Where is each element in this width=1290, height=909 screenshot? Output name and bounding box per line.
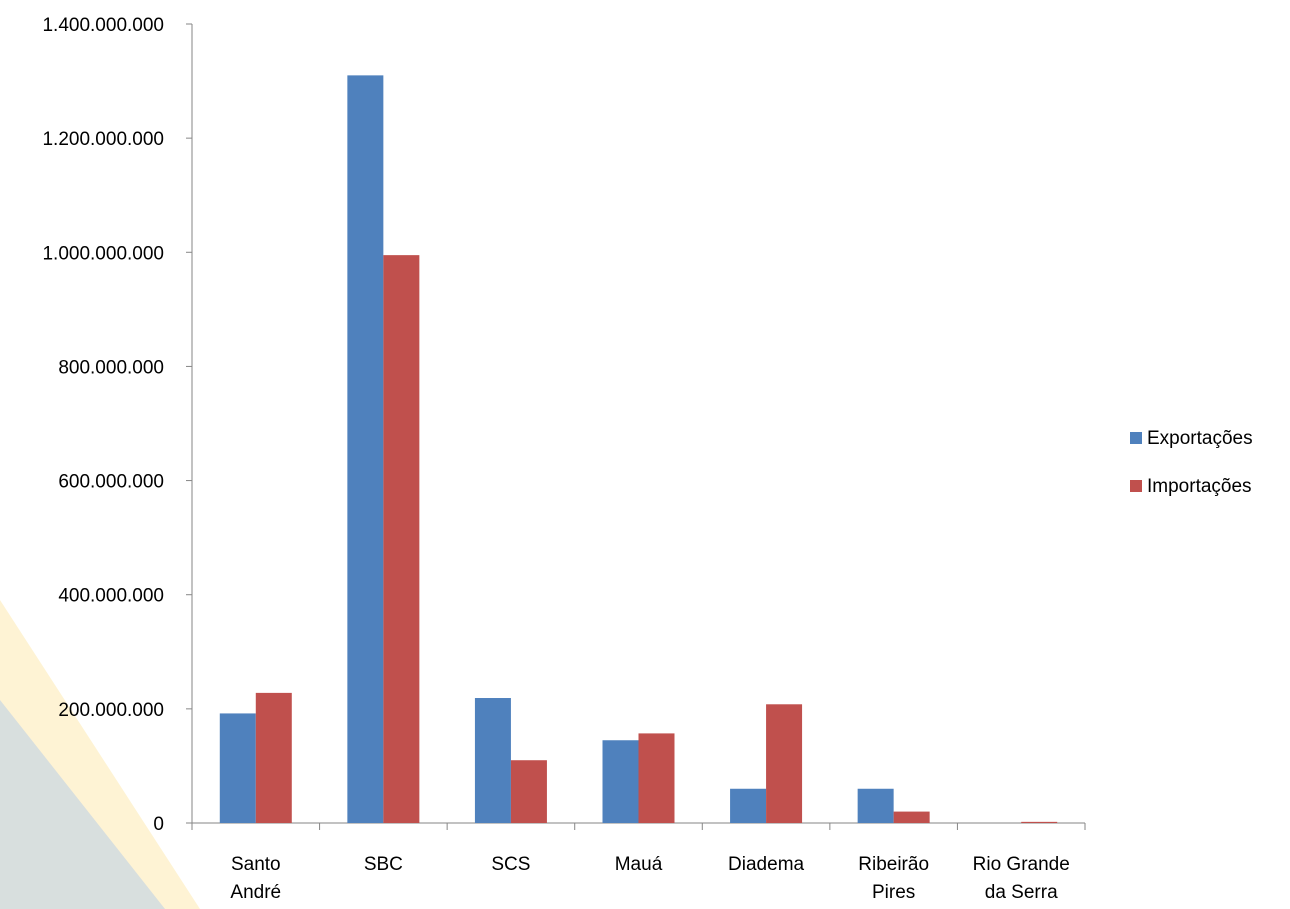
bars <box>219 75 1058 824</box>
bar-1-3 <box>638 733 675 823</box>
bar-0-4 <box>730 788 767 823</box>
bar-0-3 <box>602 740 639 823</box>
x-tick-label: Ribeirão Pires <box>858 854 929 903</box>
x-tick-label: Diadema <box>728 854 804 875</box>
x-tick-label: SCS <box>491 854 530 875</box>
x-tick-label: SBC <box>364 854 403 875</box>
x-tick-label: Rio Grande da Serra <box>973 854 1070 903</box>
legend-label: Exportações <box>1147 428 1253 449</box>
legend: Exportações Importações <box>1130 428 1253 497</box>
x-tick-label: Santo André <box>230 854 281 903</box>
bar-1-5 <box>893 811 930 823</box>
bar-0-2 <box>474 698 511 823</box>
x-tick-label: Mauá <box>615 854 663 875</box>
y-tick-label: 800.000.000 <box>58 357 164 378</box>
bar-0-1 <box>347 75 384 824</box>
y-tick-label: 0 <box>153 814 164 835</box>
bar-0-5 <box>857 788 894 823</box>
y-tick-label: 1.000.000.000 <box>42 243 164 264</box>
y-tick-label: 600.000.000 <box>58 472 164 493</box>
bar-1-0 <box>255 692 292 823</box>
bar-1-2 <box>510 760 547 823</box>
watermark-decoration <box>0 600 200 909</box>
legend-swatch <box>1130 480 1142 492</box>
y-tick-label: 400.000.000 <box>58 586 164 607</box>
legend-label: Importações <box>1147 476 1252 497</box>
y-tick-label: 1.400.000.000 <box>42 15 164 36</box>
bar-1-1 <box>383 255 420 823</box>
y-tick-label: 1.200.000.000 <box>42 129 164 150</box>
bar-1-4 <box>766 704 803 823</box>
bar-1-6 <box>1021 821 1058 823</box>
legend-swatch <box>1130 432 1142 444</box>
bar-0-0 <box>219 713 256 823</box>
axes <box>186 23 1086 830</box>
labels: 0 200.000.000 400.000.000 600.000.000 800.00… <box>42 15 1069 903</box>
y-tick-label: 200.000.000 <box>58 700 164 721</box>
